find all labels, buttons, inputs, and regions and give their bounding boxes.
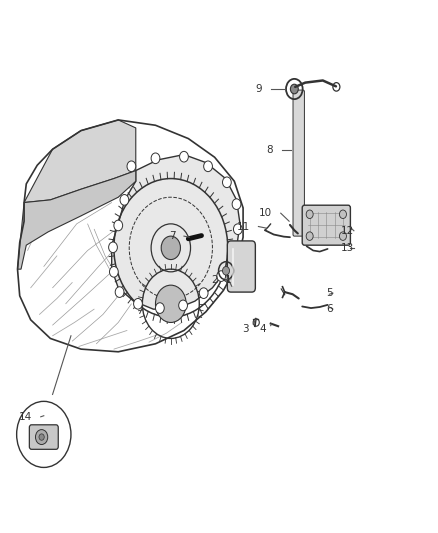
Text: 13: 13	[341, 243, 354, 253]
Text: 9: 9	[256, 84, 262, 94]
Circle shape	[290, 84, 298, 94]
Circle shape	[179, 300, 187, 311]
Circle shape	[134, 298, 142, 309]
Circle shape	[39, 434, 44, 440]
Circle shape	[120, 195, 129, 205]
Text: 11: 11	[237, 222, 250, 231]
Text: 7: 7	[170, 231, 176, 241]
Text: 5: 5	[326, 288, 333, 298]
FancyBboxPatch shape	[227, 241, 255, 292]
Text: 2: 2	[211, 275, 218, 285]
Circle shape	[217, 271, 226, 281]
Circle shape	[127, 161, 136, 172]
Circle shape	[204, 161, 212, 172]
FancyBboxPatch shape	[302, 205, 350, 245]
Text: 8: 8	[266, 146, 273, 155]
Circle shape	[223, 266, 230, 275]
Circle shape	[339, 232, 346, 240]
Text: 12: 12	[341, 226, 354, 236]
Polygon shape	[24, 120, 136, 203]
Circle shape	[155, 285, 186, 322]
Text: 4: 4	[260, 325, 266, 334]
Circle shape	[151, 153, 160, 164]
Circle shape	[228, 249, 237, 260]
Circle shape	[232, 199, 241, 209]
Circle shape	[306, 210, 313, 219]
Circle shape	[180, 151, 188, 162]
Text: 6: 6	[326, 304, 333, 314]
Circle shape	[17, 401, 71, 467]
Circle shape	[109, 242, 117, 253]
Text: 14: 14	[19, 412, 32, 422]
Circle shape	[161, 236, 180, 260]
Circle shape	[114, 220, 123, 231]
FancyBboxPatch shape	[293, 90, 304, 236]
Text: 10: 10	[259, 208, 272, 218]
Circle shape	[155, 303, 164, 313]
Circle shape	[306, 232, 313, 240]
Polygon shape	[18, 171, 136, 269]
Circle shape	[339, 210, 346, 219]
Circle shape	[233, 224, 242, 235]
Circle shape	[110, 266, 118, 277]
Circle shape	[115, 287, 124, 297]
Text: 1: 1	[225, 275, 232, 285]
Circle shape	[223, 177, 231, 188]
Circle shape	[35, 430, 48, 445]
Polygon shape	[112, 155, 240, 309]
Text: 3: 3	[242, 325, 248, 334]
FancyBboxPatch shape	[29, 425, 58, 449]
Circle shape	[199, 288, 208, 298]
